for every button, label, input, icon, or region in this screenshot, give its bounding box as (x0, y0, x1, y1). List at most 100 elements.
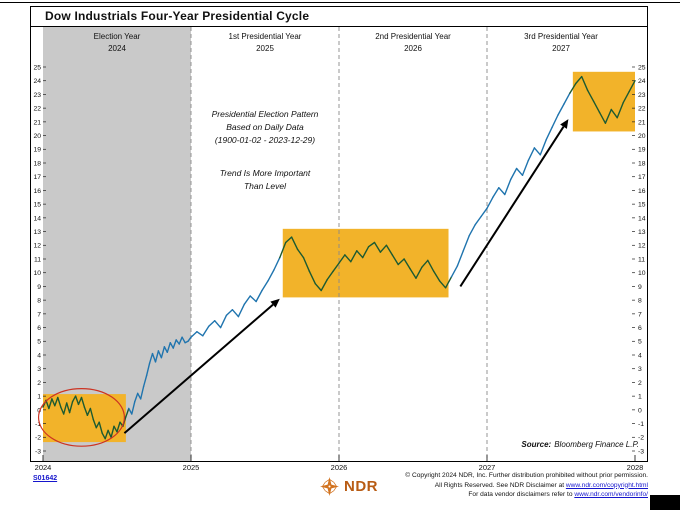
trend-annotation: Trend Is More Important Than Level (175, 167, 355, 193)
cycle-line-segment (290, 236, 299, 251)
highlight-box (43, 394, 126, 443)
y-axis-label: 22 (638, 106, 646, 113)
y-axis-label: 3 (37, 366, 41, 373)
cycle-line-segment (116, 421, 121, 433)
y-axis-label: 2 (37, 380, 41, 387)
y-axis-label: -3 (35, 448, 41, 455)
y-axis-label: 7 (638, 311, 642, 318)
y-axis-label: -1 (638, 421, 644, 428)
y-axis-label: 24 (33, 78, 41, 85)
vendor-disclaimer-link[interactable]: www.ndr.com/vendorinfo/ (574, 491, 648, 498)
y-axis-label: 6 (37, 325, 41, 332)
cycle-line-segment (74, 395, 80, 406)
y-axis-label: 5 (638, 339, 642, 346)
section-label: 2nd Presidential Year 2026 (343, 31, 483, 54)
cycle-line-segment (196, 331, 204, 337)
copyright-line: All Rights Reserved. See NDR Disclaimer … (434, 481, 648, 489)
cycle-line-segment (539, 138, 547, 156)
cycle-line-segment (178, 336, 183, 345)
x-axis-label: 2028 (626, 463, 644, 472)
section-label-text: 2nd Presidential Year (375, 32, 451, 41)
cycle-line-segment (456, 250, 464, 267)
cycle-line-segment (113, 425, 118, 433)
cycle-line-segment (66, 402, 71, 414)
source-value: Bloomberg Finance L.P. (554, 440, 639, 449)
cycle-line-segment (273, 256, 281, 271)
cycle-line-segment (521, 159, 530, 177)
cycle-line-segment (208, 320, 216, 327)
section-year-text: 2027 (552, 43, 570, 53)
cycle-line-segment (450, 265, 459, 278)
cycle-line-segment (51, 398, 56, 407)
cycle-line-segment (320, 278, 328, 292)
y-axis-label: 18 (638, 160, 646, 167)
y-axis-label: 16 (33, 188, 41, 195)
top-border-rule (0, 2, 680, 3)
y-axis-label: 20 (638, 133, 646, 140)
cycle-line-segment (110, 425, 115, 438)
cycle-line-segment (616, 101, 624, 119)
cycle-line-segment (148, 352, 154, 364)
x-axis-label: 2025 (182, 463, 200, 472)
cycle-line-segment (604, 108, 612, 124)
cycle-line-segment (80, 396, 86, 408)
y-axis-label: 13 (638, 229, 646, 236)
cycle-line-segment (249, 295, 257, 303)
section-label-text: 1st Presidential Year (228, 32, 302, 41)
cycle-line-segment (104, 429, 109, 440)
y-axis-label: 11 (638, 256, 645, 263)
cycle-line-segment (296, 248, 305, 259)
y-axis-label: 1 (638, 394, 642, 401)
annotation-line: (1900-01-02 - 2023-12-29) (214, 135, 316, 145)
cycle-line-segment (169, 342, 174, 349)
y-axis-label: 6 (638, 325, 642, 332)
cycle-line-segment (71, 395, 77, 403)
ndr-logo-text: NDR (344, 478, 378, 495)
cycle-line-segment (54, 396, 59, 407)
cycle-line-segment (610, 108, 618, 119)
copyright-link[interactable]: www.ndr.com/copyright.html (565, 481, 648, 489)
cycle-line-segment (403, 258, 411, 270)
y-axis-label: 23 (33, 92, 41, 99)
cycle-line-segment (438, 280, 447, 289)
cycle-line-segment (468, 223, 476, 237)
y-axis-label: 13 (33, 229, 41, 236)
y-axis-label: 2 (638, 380, 642, 387)
cycle-line-segment (533, 147, 541, 156)
y-axis-label: 20 (33, 133, 41, 140)
y-axis-label: -1 (35, 421, 41, 428)
cycle-line-segment (107, 429, 112, 438)
cycle-line-segment (125, 407, 130, 418)
compass-star-icon (320, 477, 339, 496)
y-axis-label: 12 (638, 243, 646, 250)
cycle-line-segment (498, 186, 506, 196)
y-axis-label: 23 (638, 92, 646, 99)
chart-id-link[interactable]: S01642 (33, 475, 58, 482)
cycle-line-segment (492, 186, 500, 199)
y-axis-label: 19 (33, 147, 41, 154)
cycle-line-segment (474, 215, 482, 226)
source-note: Source: Bloomberg Finance L.P. (521, 440, 639, 449)
y-axis-label: 25 (33, 64, 41, 71)
cycle-line-segment (154, 350, 160, 363)
section-label-text: 3rd Presidential Year (524, 32, 598, 41)
cycle-line-segment (190, 331, 198, 338)
copyright-block: © Copyright 2024 NDR, Inc. Further distr… (405, 471, 648, 500)
y-axis-label: -2 (35, 435, 41, 442)
y-axis-label: 14 (638, 215, 646, 222)
cycle-line-segment (622, 90, 630, 104)
cycle-line-segment (444, 276, 453, 289)
cycle-line-segment (181, 336, 186, 344)
cycle-line-segment (586, 89, 595, 103)
y-axis-label: 17 (33, 174, 41, 181)
y-axis-label: 11 (34, 256, 41, 263)
cycle-line-segment (95, 421, 100, 429)
cycle-line-segment (163, 346, 169, 353)
cycle-line-segment (237, 303, 246, 318)
cycle-line-segment (486, 196, 494, 210)
y-axis-label: -3 (638, 448, 644, 455)
y-axis-label: 12 (33, 243, 41, 250)
pattern-annotation: Presidential Election Pattern Based on D… (175, 108, 355, 147)
y-axis-label: 5 (37, 339, 41, 346)
y-axis-label: 15 (33, 202, 41, 209)
